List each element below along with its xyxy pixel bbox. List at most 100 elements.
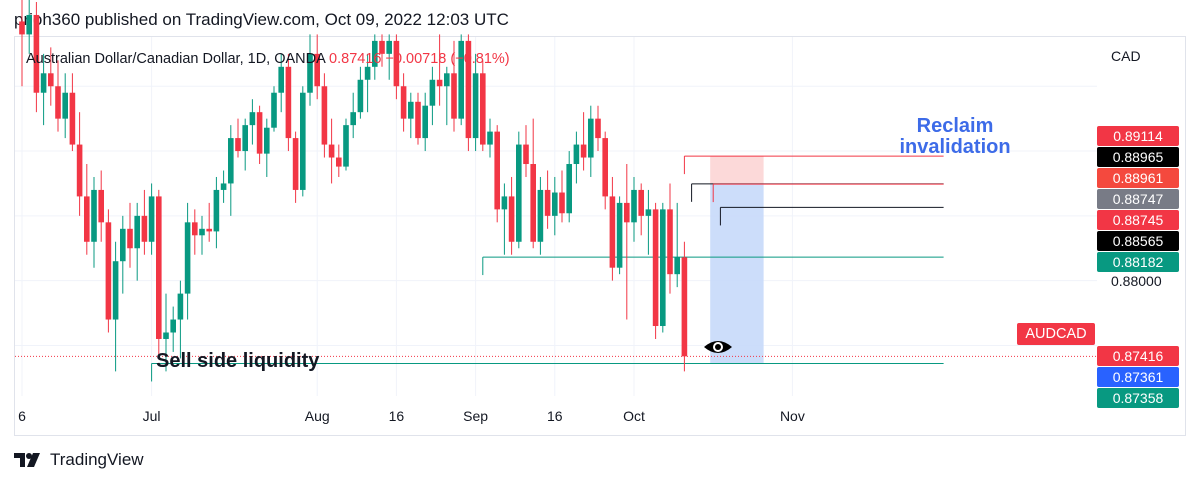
candle-up bbox=[26, 14, 32, 35]
candle-down bbox=[523, 144, 529, 165]
currency-label: CAD bbox=[1111, 48, 1141, 64]
candle-down bbox=[33, 14, 40, 93]
symbol-change: −0.00718 (−0.81%) bbox=[385, 51, 510, 67]
candle-up bbox=[249, 112, 256, 126]
candle-up bbox=[91, 189, 97, 242]
candle-up bbox=[422, 105, 428, 139]
candle-up bbox=[458, 40, 464, 119]
candle-up bbox=[364, 66, 371, 80]
candle-down bbox=[400, 86, 407, 119]
candle-down bbox=[667, 209, 673, 275]
candle-down bbox=[235, 138, 241, 152]
candle-down bbox=[105, 222, 112, 320]
candle-up bbox=[660, 209, 666, 327]
candle-down bbox=[465, 40, 472, 139]
candle-down bbox=[76, 144, 83, 197]
candle-up bbox=[487, 131, 493, 145]
candle-up bbox=[62, 92, 68, 119]
candle-down bbox=[624, 202, 630, 223]
candle-up bbox=[177, 293, 184, 320]
candle-up bbox=[566, 164, 572, 214]
reclaim-invalidation-annotation: Reclaim invalidation bbox=[899, 115, 1011, 158]
candle-down bbox=[292, 138, 299, 190]
price-tag: 0.88745 bbox=[1097, 210, 1179, 231]
candle-down bbox=[451, 73, 457, 119]
publish-header: prioh360 published on TradingView.com, O… bbox=[14, 10, 509, 29]
x-tick-label: 6 bbox=[18, 408, 26, 424]
candle-up bbox=[573, 144, 580, 165]
price-tag: 0.87358 bbox=[1097, 388, 1179, 409]
candle-down bbox=[652, 209, 659, 327]
candle-down bbox=[84, 196, 90, 242]
candle-up bbox=[300, 92, 306, 190]
candle-up bbox=[357, 79, 364, 113]
candle-down bbox=[609, 196, 616, 268]
candle-up bbox=[163, 332, 169, 339]
price-tag: 0.88965 bbox=[1097, 147, 1179, 168]
tradingview-logo-icon bbox=[14, 453, 40, 467]
candle-up bbox=[184, 222, 191, 294]
candle-down bbox=[69, 92, 76, 145]
candle-up bbox=[343, 125, 349, 167]
candle-up bbox=[631, 189, 637, 223]
candle-up bbox=[537, 189, 544, 242]
stop-loss-zone bbox=[710, 156, 764, 185]
candle-up bbox=[40, 73, 47, 93]
x-tick-label: Jul bbox=[142, 408, 161, 424]
candle-up bbox=[501, 196, 508, 210]
candle-up bbox=[408, 101, 414, 119]
candle-down bbox=[436, 79, 443, 87]
candle-up bbox=[674, 257, 680, 275]
price-tag: 0.88565 bbox=[1097, 231, 1179, 252]
sell-side-liquidity-annotation: Sell side liquidity bbox=[156, 350, 320, 372]
candle-up bbox=[170, 319, 176, 333]
candle-down bbox=[314, 53, 320, 87]
x-tick-label: Sep bbox=[463, 408, 489, 424]
candle-up bbox=[112, 261, 119, 320]
x-tick-label: Nov bbox=[779, 408, 805, 424]
chart-frame[interactable] bbox=[14, 36, 1186, 436]
price-tag: 0.89114 bbox=[1097, 126, 1179, 147]
candle-down bbox=[393, 40, 400, 87]
x-tick-label: 16 bbox=[388, 408, 405, 424]
candle-down bbox=[379, 40, 385, 54]
price-tag: 0.88182 bbox=[1097, 252, 1179, 273]
candle-up bbox=[228, 138, 234, 184]
candle-down bbox=[19, 21, 25, 35]
candle-down bbox=[48, 73, 54, 87]
candle-down bbox=[98, 189, 104, 223]
candle-up bbox=[386, 40, 392, 54]
candle-up bbox=[199, 228, 205, 236]
candle-up bbox=[264, 127, 270, 154]
symbol-legend: Australian Dollar/Canadian Dollar, 1D, O… bbox=[26, 51, 510, 67]
candle-down bbox=[559, 192, 565, 214]
candle-down bbox=[595, 118, 601, 139]
candle-down bbox=[681, 257, 688, 357]
candle-down bbox=[321, 86, 328, 145]
candle-down bbox=[602, 138, 608, 197]
candle-down bbox=[530, 164, 536, 242]
price-tag: 0.88961 bbox=[1097, 168, 1179, 189]
candle-up bbox=[148, 196, 155, 242]
x-tick-label: 16 bbox=[547, 408, 563, 424]
candle-down bbox=[336, 157, 342, 167]
price-tag: 0.88747 bbox=[1097, 189, 1179, 210]
candle-up bbox=[588, 118, 594, 158]
symbol-name: Australian Dollar/Canadian Dollar, 1D, O… bbox=[26, 51, 325, 67]
price-tag: 0.87361 bbox=[1097, 367, 1179, 388]
candle-down bbox=[285, 66, 292, 139]
x-tick-label: Aug bbox=[304, 408, 330, 424]
candle-up bbox=[645, 209, 652, 216]
candle-down bbox=[192, 222, 198, 236]
candle-down bbox=[494, 131, 500, 210]
candle-down bbox=[544, 189, 551, 216]
candle-up bbox=[552, 192, 558, 216]
candle-down bbox=[480, 73, 486, 145]
candle-up bbox=[372, 40, 378, 67]
candle-down bbox=[508, 196, 515, 242]
candle-up bbox=[516, 144, 522, 242]
candle-down bbox=[206, 228, 212, 232]
candle-down bbox=[127, 228, 133, 249]
candle-up bbox=[616, 202, 623, 268]
